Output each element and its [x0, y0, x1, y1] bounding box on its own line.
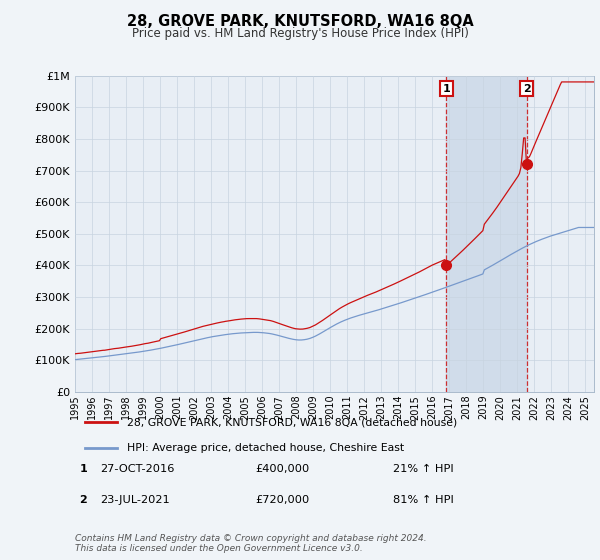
Text: 23-JUL-2021: 23-JUL-2021	[100, 494, 170, 505]
Text: 81% ↑ HPI: 81% ↑ HPI	[393, 494, 454, 505]
Text: Price paid vs. HM Land Registry's House Price Index (HPI): Price paid vs. HM Land Registry's House …	[131, 27, 469, 40]
Text: £720,000: £720,000	[255, 494, 309, 505]
Text: £400,000: £400,000	[255, 464, 309, 474]
Text: 28, GROVE PARK, KNUTSFORD, WA16 8QA: 28, GROVE PARK, KNUTSFORD, WA16 8QA	[127, 14, 473, 29]
Text: 1: 1	[443, 83, 451, 94]
Bar	[446, 76, 527, 392]
Text: 21% ↑ HPI: 21% ↑ HPI	[393, 464, 454, 474]
Text: 2: 2	[80, 494, 87, 505]
Text: 2: 2	[523, 83, 530, 94]
Text: HPI: Average price, detached house, Cheshire East: HPI: Average price, detached house, Ches…	[127, 443, 404, 452]
Text: 27-OCT-2016: 27-OCT-2016	[100, 464, 175, 474]
Text: Contains HM Land Registry data © Crown copyright and database right 2024.
This d: Contains HM Land Registry data © Crown c…	[75, 534, 427, 553]
Text: 28, GROVE PARK, KNUTSFORD, WA16 8QA (detached house): 28, GROVE PARK, KNUTSFORD, WA16 8QA (det…	[127, 418, 457, 427]
Text: 1: 1	[80, 464, 87, 474]
